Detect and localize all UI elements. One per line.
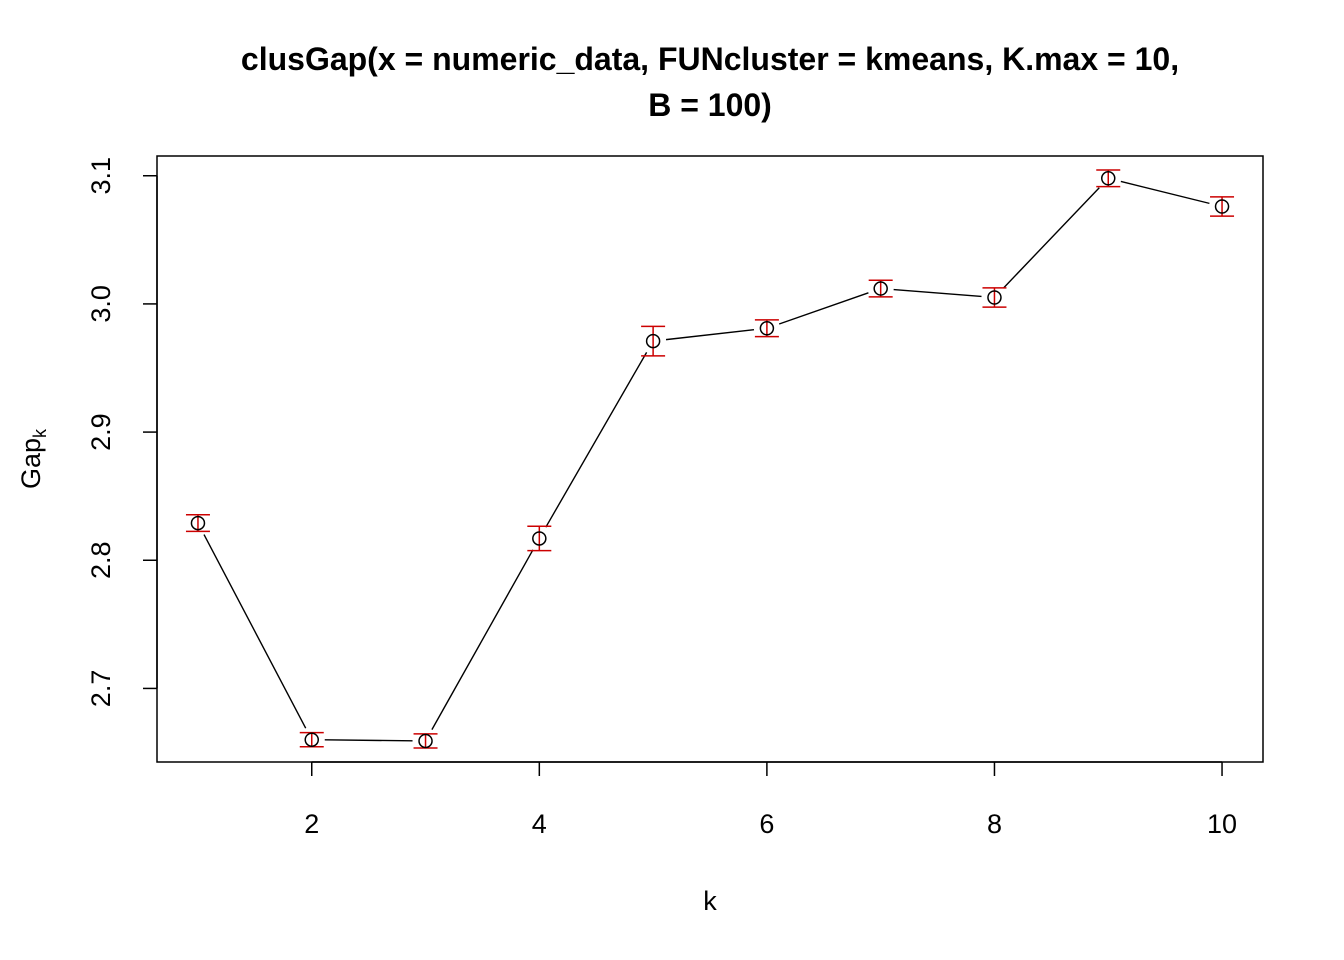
gap-line-segment [431,549,534,730]
data-point [190,515,206,531]
data-point [1214,199,1230,214]
x-axis-label: k [703,886,717,916]
x-axis: 2 4 6 8 10 [304,761,1237,839]
data-point [987,290,1002,305]
data-point [873,281,888,296]
data-point [304,732,319,747]
gap-line-segment [545,351,648,528]
gap-line-segment [324,739,413,742]
plot-frame [156,155,1264,763]
data-point [1101,171,1116,186]
y-axis: 2.7 2.8 2.9 3.0 3.1 [86,157,158,708]
gap-line-segment [1120,180,1210,205]
gap-line-segment [1002,187,1100,289]
y-tick-label: 3.0 [86,285,116,323]
series-layer [185,169,1235,749]
y-axis-label: Gapk [16,428,50,489]
y-axis-label-main: Gap [16,438,46,489]
x-tick-label: 2 [304,809,319,839]
gap-line-segment [778,292,869,325]
svg-text:Gapk: Gapk [16,428,50,489]
x-tick-label: 10 [1207,809,1237,839]
data-point [532,531,547,546]
gap-line-segment [893,288,982,298]
gap-line-segment [665,329,755,341]
data-point [418,733,433,749]
x-tick-label: 4 [532,809,547,839]
chart-title-line-2: B = 100) [648,87,772,123]
y-tick-label: 3.1 [86,157,116,195]
data-point [645,333,661,349]
gap-line-segment [203,534,307,729]
data-point [759,321,775,336]
y-tick-label: 2.8 [86,541,116,579]
x-tick-label: 8 [987,809,1002,839]
chart-title-line-1: clusGap(x = numeric_data, FUNcluster = k… [241,41,1179,77]
y-tick-label: 2.9 [86,413,116,451]
x-tick-label: 6 [759,809,774,839]
y-tick-label: 2.7 [86,670,116,708]
y-axis-label-subscript: k [30,428,50,438]
